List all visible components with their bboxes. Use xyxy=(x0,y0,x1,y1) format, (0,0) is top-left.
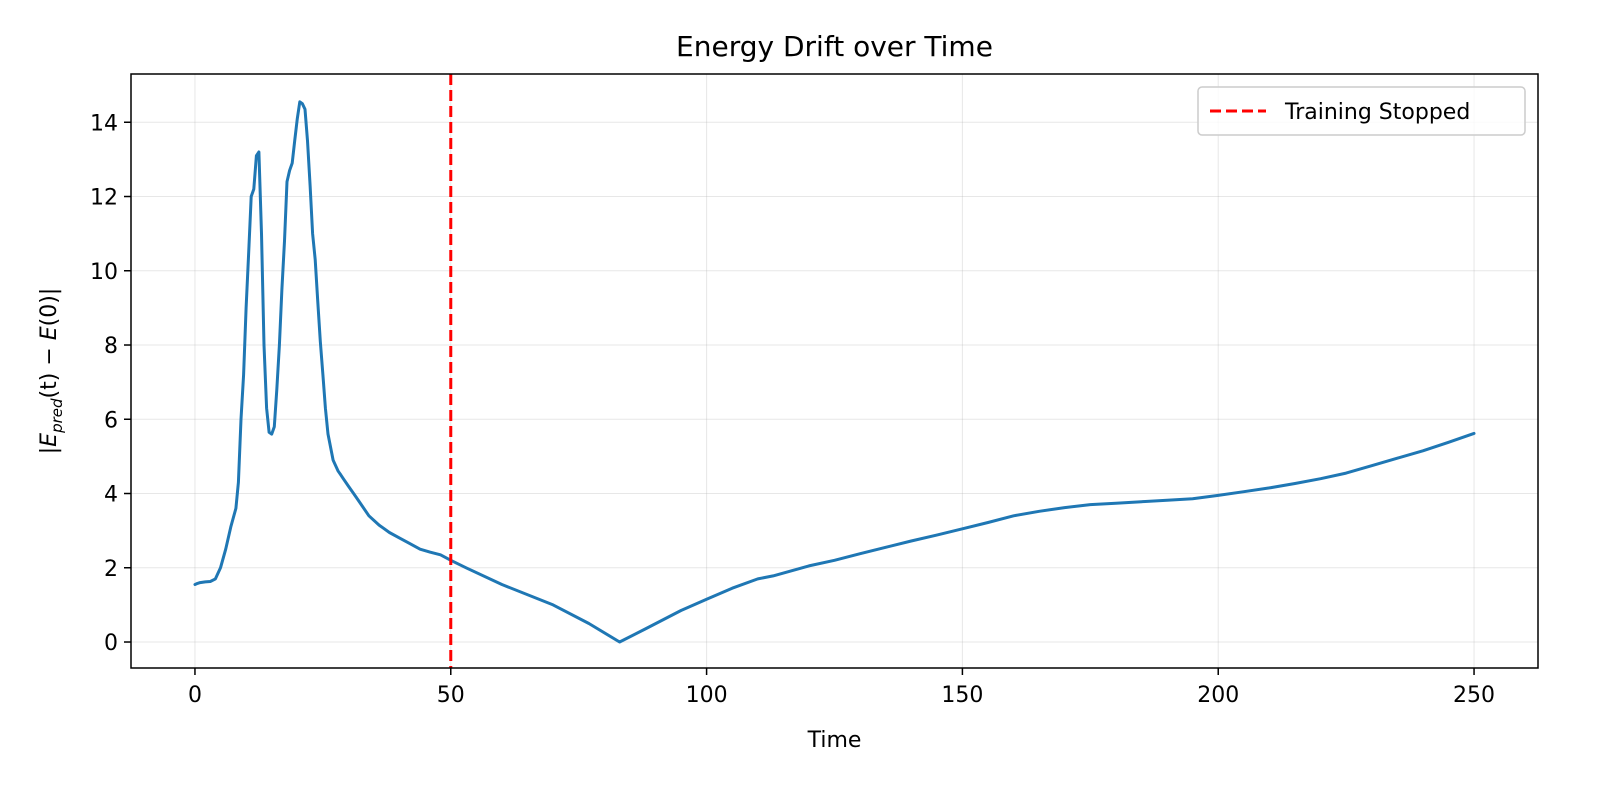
x-axis-title: Time xyxy=(807,728,862,753)
x-ticks: 0 50 100 150 200 250 xyxy=(188,668,1495,708)
y-tick-label: 2 xyxy=(104,557,118,582)
y-axis-title-sub: pred xyxy=(48,398,66,434)
y-ticks: 0 2 4 6 8 10 12 14 xyxy=(90,111,131,656)
y-tick-label: 4 xyxy=(104,483,118,508)
y-axis-title-e2: E xyxy=(37,326,62,340)
legend-box xyxy=(1197,86,1526,136)
x-tick-label: 100 xyxy=(686,683,728,708)
y-tick-label: 6 xyxy=(104,408,118,433)
y-axis-title-close: (0)| xyxy=(37,288,62,327)
y-axis-title: |Epred(t) − E(0)| xyxy=(37,288,66,454)
x-tick-label: 200 xyxy=(1197,683,1239,708)
y-tick-label: 12 xyxy=(90,186,118,211)
legend: Training Stopped xyxy=(1197,86,1526,136)
y-tick-label: 8 xyxy=(104,334,118,359)
chart-title: Energy Drift over Time xyxy=(676,30,993,63)
grid xyxy=(131,74,1538,668)
y-axis-title-e1: E xyxy=(37,433,62,447)
legend-label-training-stopped: Training Stopped xyxy=(1284,100,1470,125)
y-axis-title-open: | xyxy=(37,447,62,454)
axes-frame xyxy=(130,73,1539,669)
y-tick-label: 0 xyxy=(104,631,118,656)
x-tick-label: 50 xyxy=(437,683,465,708)
x-tick-label: 250 xyxy=(1453,683,1495,708)
y-tick-label: 10 xyxy=(90,260,118,285)
y-axis-title-mid: (t) − xyxy=(37,340,62,398)
y-tick-label: 14 xyxy=(90,111,118,136)
x-tick-label: 150 xyxy=(941,683,983,708)
energy-drift-line xyxy=(193,100,1476,644)
x-tick-label: 0 xyxy=(188,683,202,708)
plot-area xyxy=(193,100,1476,644)
